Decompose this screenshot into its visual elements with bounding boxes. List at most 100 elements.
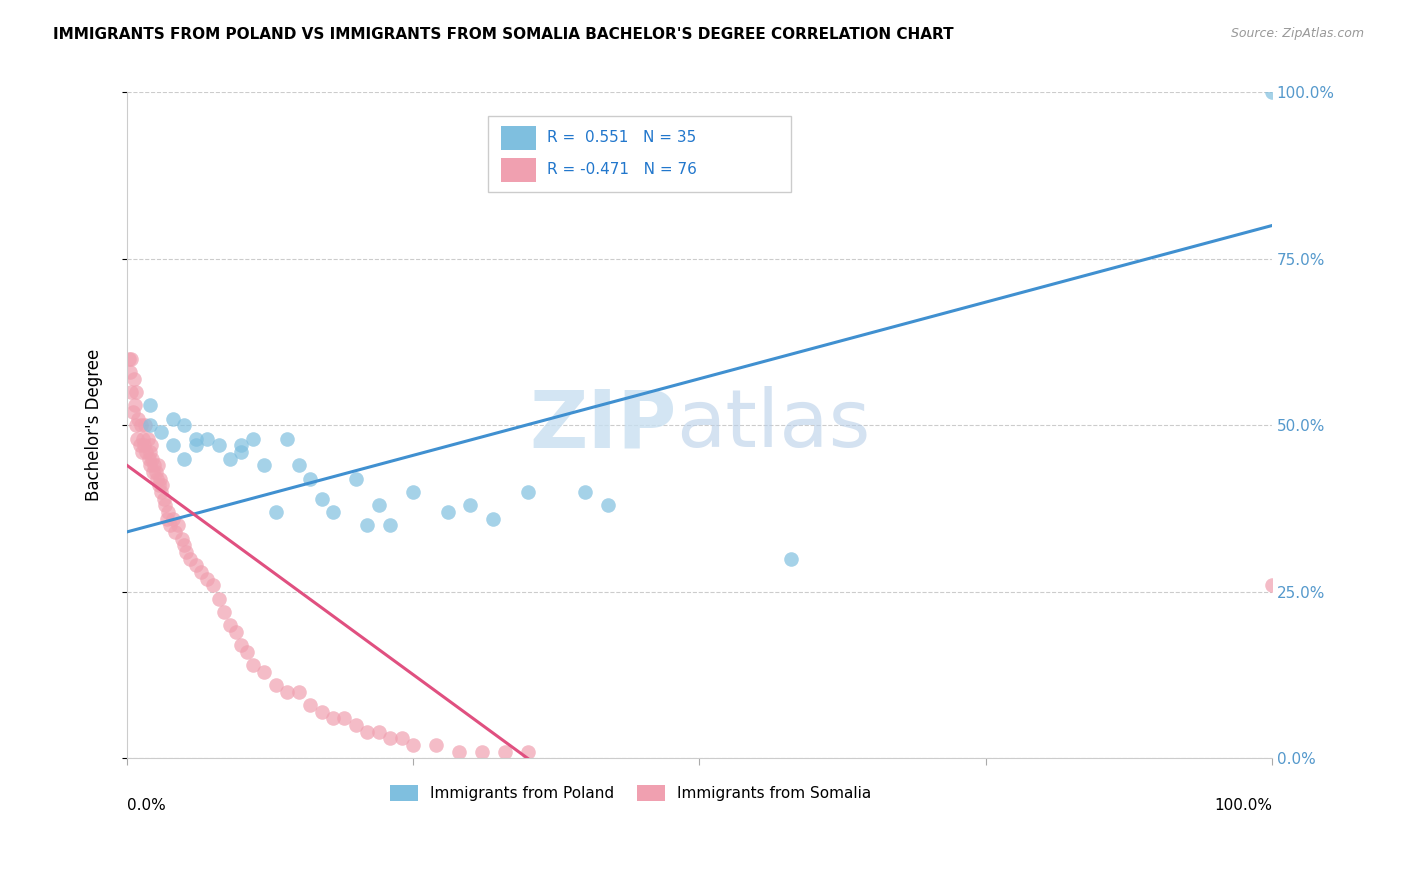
Point [150, 485, 173, 500]
Point [516, 485, 538, 500]
FancyBboxPatch shape [488, 116, 792, 193]
Point [436, 505, 458, 519]
Point [596, 498, 619, 512]
Point [402, 485, 425, 500]
Text: IMMIGRANTS FROM POLAND VS IMMIGRANTS FROM SOMALIA BACHELOR'S DEGREE CORRELATION : IMMIGRANTS FROM POLAND VS IMMIGRANTS FRO… [53, 27, 955, 42]
Point [122, 372, 145, 386]
Point [139, 458, 162, 473]
Point [380, 518, 402, 533]
Point [118, 351, 141, 366]
Point [264, 505, 287, 519]
Point [152, 478, 174, 492]
Text: atlas: atlas [676, 386, 870, 465]
Point [276, 432, 298, 446]
Point [134, 418, 156, 433]
Point [574, 485, 596, 500]
Point [120, 365, 142, 379]
Point [253, 458, 276, 473]
Point [1261, 86, 1284, 100]
Point [125, 418, 148, 433]
Text: 100.0%: 100.0% [1213, 798, 1272, 814]
Point [1261, 578, 1284, 592]
Point [231, 638, 253, 652]
Point [184, 438, 207, 452]
Point [173, 418, 195, 433]
FancyBboxPatch shape [502, 158, 536, 182]
Point [195, 572, 218, 586]
Point [153, 498, 176, 512]
Point [142, 465, 165, 479]
Point [207, 438, 229, 452]
Text: Source: ZipAtlas.com: Source: ZipAtlas.com [1230, 27, 1364, 40]
Point [212, 605, 235, 619]
Point [219, 451, 242, 466]
Point [253, 665, 276, 679]
Point [333, 711, 356, 725]
Point [149, 472, 172, 486]
Point [471, 745, 494, 759]
Point [356, 724, 378, 739]
Point [141, 451, 163, 466]
Point [163, 524, 186, 539]
Point [367, 724, 389, 739]
Point [207, 591, 229, 606]
Point [162, 411, 184, 425]
Point [129, 418, 152, 433]
Text: ZIP: ZIP [529, 386, 676, 465]
Point [121, 405, 143, 419]
Point [190, 565, 212, 579]
Point [447, 745, 470, 759]
Point [167, 518, 190, 533]
Point [124, 398, 146, 412]
Point [231, 438, 253, 452]
Point [287, 685, 309, 699]
Point [173, 538, 195, 552]
Point [225, 624, 247, 639]
Point [145, 472, 167, 486]
Y-axis label: Bachelor's Degree: Bachelor's Degree [86, 350, 103, 501]
Point [135, 445, 157, 459]
Point [344, 718, 367, 732]
Point [162, 438, 184, 452]
Point [356, 518, 378, 533]
Point [425, 738, 447, 752]
Point [299, 698, 322, 712]
Point [516, 745, 538, 759]
Point [391, 731, 413, 746]
Text: 0.0%: 0.0% [127, 798, 166, 814]
Point [322, 711, 344, 725]
Point [136, 432, 159, 446]
Point [322, 505, 344, 519]
Point [201, 578, 224, 592]
Point [494, 745, 516, 759]
Point [132, 438, 155, 452]
Point [264, 678, 287, 692]
Point [127, 411, 149, 425]
Point [143, 458, 166, 473]
Point [184, 432, 207, 446]
Point [287, 458, 309, 473]
Point [367, 498, 389, 512]
Point [128, 438, 150, 452]
Point [131, 445, 153, 459]
Point [139, 445, 162, 459]
Point [299, 472, 322, 486]
Point [242, 658, 264, 673]
Legend: Immigrants from Poland, Immigrants from Somalia: Immigrants from Poland, Immigrants from … [384, 779, 877, 807]
Point [146, 458, 169, 473]
Point [121, 385, 143, 400]
Point [380, 731, 402, 746]
Point [139, 438, 162, 452]
Point [152, 491, 174, 506]
Point [139, 398, 162, 412]
Text: R = -0.471   N = 76: R = -0.471 N = 76 [547, 162, 697, 178]
Point [150, 425, 173, 439]
Point [121, 351, 143, 366]
Point [402, 738, 425, 752]
Point [311, 705, 333, 719]
Point [176, 545, 198, 559]
Point [179, 551, 201, 566]
FancyBboxPatch shape [502, 127, 536, 150]
Point [125, 385, 148, 400]
Point [148, 478, 170, 492]
